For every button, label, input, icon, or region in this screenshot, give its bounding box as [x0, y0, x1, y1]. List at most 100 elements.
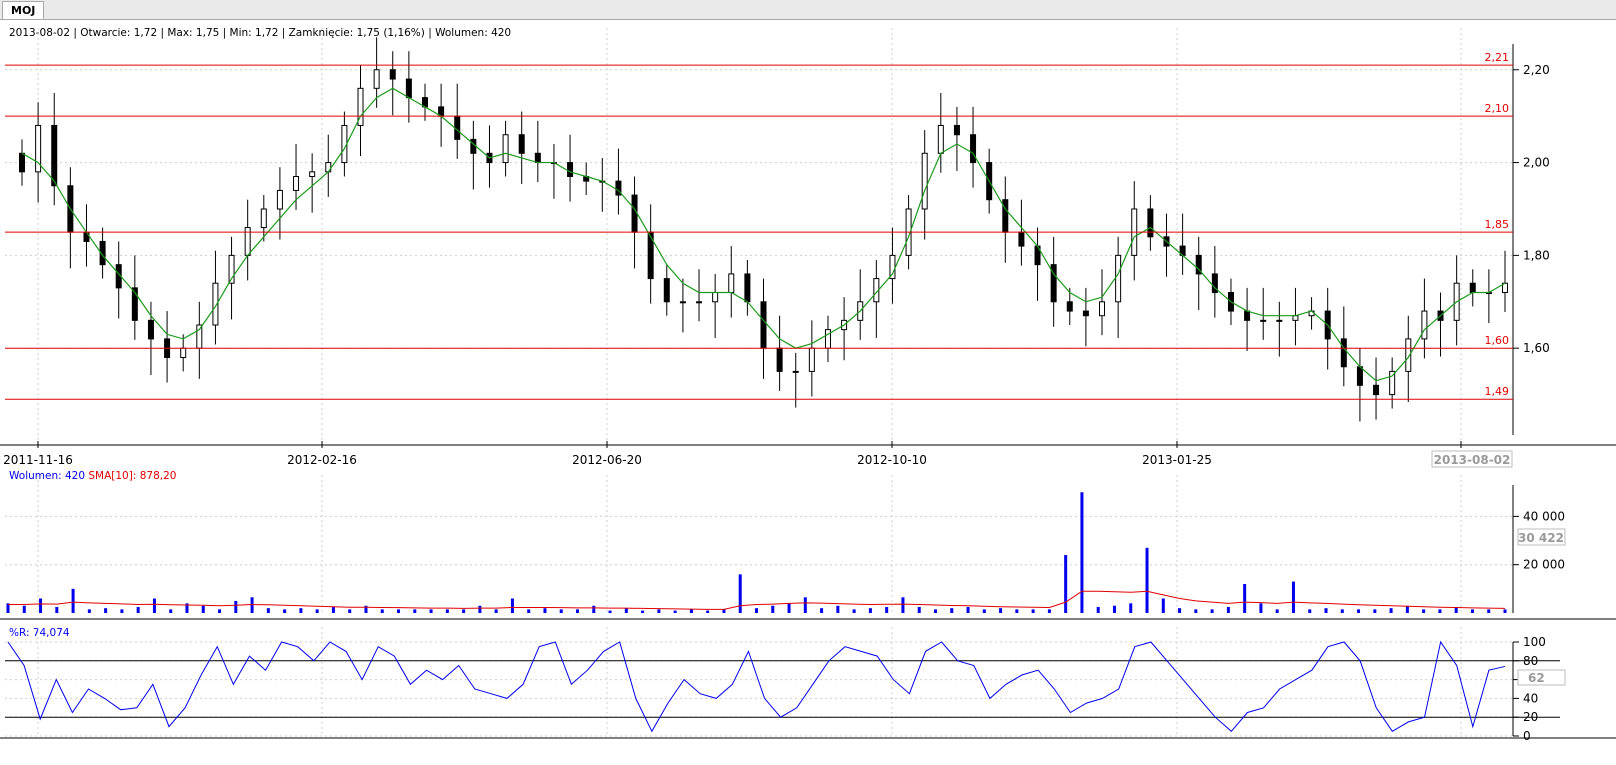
volume-bar	[1210, 609, 1214, 613]
volume-legend-value: Wolumen: 420	[9, 470, 86, 482]
volume-bar	[152, 598, 156, 613]
volume-bar	[1080, 492, 1084, 613]
candle-body	[1099, 301, 1106, 317]
volume-y-tick-label: 20 000	[1523, 558, 1565, 572]
price-sma-line	[21, 87, 1506, 382]
level-label: 1,49	[1485, 385, 1510, 398]
volume-bar	[429, 609, 433, 613]
volume-bar	[1487, 609, 1491, 613]
volume-bar	[999, 608, 1003, 613]
volume-bar	[218, 609, 222, 613]
volume-bar	[1047, 609, 1051, 613]
volume-bar	[510, 598, 514, 613]
williams-r-legend: %R: 74,074	[9, 627, 70, 639]
candle-body	[212, 282, 219, 326]
candle-body	[293, 175, 300, 191]
candle-body	[196, 324, 203, 349]
volume-bar	[331, 606, 335, 613]
volume-bar	[1470, 609, 1474, 613]
volume-bar	[917, 606, 921, 613]
candle-body	[51, 124, 58, 187]
candle-body	[712, 292, 719, 303]
volume-bar	[722, 609, 726, 613]
current-date-label: 2013-08-02	[1434, 453, 1511, 467]
candle-body	[1260, 319, 1267, 322]
candle-body	[1002, 199, 1009, 233]
volume-bar	[885, 606, 889, 613]
volume-bar	[462, 609, 466, 613]
volume-bar	[901, 597, 905, 613]
volume-bar	[527, 609, 531, 613]
price-y-tick-label: 1,80	[1523, 248, 1550, 262]
volume-bar	[1373, 609, 1377, 613]
level-label: 1,60	[1485, 334, 1510, 347]
candle-body	[35, 124, 42, 173]
candle-body	[83, 231, 90, 242]
volume-bar	[6, 603, 10, 613]
candle-body	[373, 69, 380, 89]
candle-body	[776, 347, 783, 372]
x-tick-label: 2012-02-16	[287, 453, 357, 467]
volume-bar	[608, 610, 612, 613]
tab-bar: MOJ	[0, 0, 1616, 20]
volume-bar	[1145, 547, 1149, 613]
x-tick-label: 2013-01-25	[1142, 453, 1212, 467]
candle-body	[970, 134, 977, 164]
volume-bar	[982, 609, 986, 613]
candle-body	[454, 115, 461, 140]
candle-body	[228, 254, 235, 284]
volume-bar	[250, 597, 254, 613]
candle-body	[1115, 254, 1122, 303]
volume-bar	[1259, 603, 1263, 613]
candle-body	[679, 301, 686, 304]
volume-bar	[641, 610, 645, 613]
candle-body	[276, 189, 283, 210]
volume-bar	[234, 600, 238, 613]
volume-legend-sma: SMA[10]: 878,20	[88, 470, 177, 482]
candle-body	[760, 301, 767, 349]
tab-moj[interactable]: MOJ	[2, 1, 45, 19]
volume-bar	[1389, 608, 1393, 613]
volume-bar	[315, 609, 319, 613]
candle-body	[1244, 310, 1251, 321]
volume-bar	[1031, 609, 1035, 613]
volume-bar	[803, 597, 807, 613]
volume-bar	[868, 608, 872, 613]
volume-bar	[201, 605, 205, 613]
candle-body	[534, 152, 541, 164]
candle-body	[1050, 264, 1057, 303]
volume-bar	[543, 608, 547, 613]
volume-y-tick-label: 40 000	[1523, 509, 1565, 523]
candle-body	[663, 278, 670, 303]
volume-bar	[787, 603, 791, 613]
volume-bar	[1096, 606, 1100, 613]
volume-bar	[55, 606, 59, 613]
volume-bar	[592, 605, 596, 613]
volume-bar	[1178, 608, 1182, 613]
candle-body	[615, 180, 622, 196]
volume-current-box	[1517, 528, 1566, 546]
volume-bar	[1308, 609, 1312, 613]
candle-body	[389, 69, 396, 80]
candle-body	[1356, 366, 1363, 386]
volume-bar	[1129, 603, 1133, 613]
candle-body	[1421, 310, 1428, 340]
candle-body	[921, 152, 928, 210]
candle-body	[744, 273, 751, 303]
volume-bar	[104, 608, 108, 613]
volume-bar	[1161, 598, 1165, 613]
volume-bar	[478, 605, 482, 613]
volume-bar	[559, 609, 563, 613]
volume-bar	[576, 609, 580, 613]
current-date-box	[1431, 450, 1513, 468]
volume-bar	[494, 609, 498, 613]
price-y-tick-label: 2,00	[1523, 156, 1550, 170]
volume-bar	[1243, 584, 1247, 613]
volume-bar	[1438, 609, 1442, 613]
volume-bar	[1422, 609, 1426, 613]
volume-bar	[1503, 609, 1507, 613]
volume-bar	[1275, 609, 1279, 613]
volume-bar	[771, 605, 775, 613]
volume-bar	[1291, 581, 1295, 613]
